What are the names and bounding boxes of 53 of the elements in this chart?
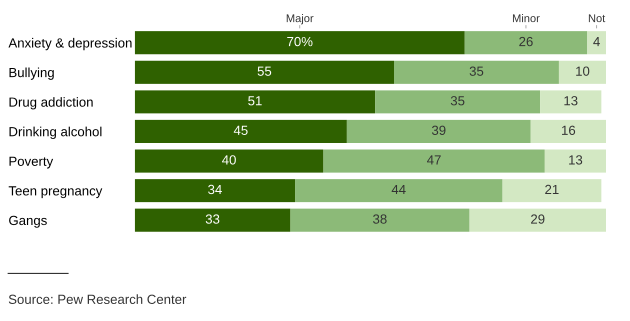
data-label: 26 (519, 36, 533, 46)
bar (469, 208, 606, 232)
bar (530, 120, 606, 143)
y-tick-label: Gangs (9, 216, 47, 228)
bar (134, 208, 290, 232)
data-label: 10 (576, 66, 590, 76)
bar (134, 90, 376, 114)
bar (295, 179, 502, 202)
bar (558, 60, 606, 84)
data-label: 21 (545, 184, 559, 194)
data-label: 51 (248, 96, 262, 106)
y-tick-label: Anxiety & depression (8, 38, 132, 50)
data-label: 13 (564, 96, 578, 106)
data-label: 29 (531, 214, 544, 224)
bar (134, 31, 465, 54)
data-label: 39 (432, 126, 446, 135)
y-tick-label: Drug addiction (10, 97, 93, 110)
y-tick-label: Poverty (10, 156, 54, 169)
data-label: 34 (208, 184, 222, 194)
data-label: 47 (427, 155, 441, 164)
data-label: 70% (287, 36, 312, 46)
bar (464, 31, 588, 54)
bar (375, 90, 540, 114)
data-label: 35 (450, 96, 464, 106)
bar (134, 120, 347, 143)
bar (346, 120, 531, 143)
data-label: 16 (562, 126, 576, 135)
data-label: 38 (373, 214, 387, 224)
series-label: Not (588, 14, 606, 22)
data-label: 33 (206, 214, 220, 224)
data-label: 45 (234, 126, 248, 135)
bar (394, 60, 559, 84)
data-label: 4 (593, 37, 600, 46)
bar (587, 31, 606, 54)
bar (544, 149, 606, 173)
source-note: Source: Pew Research Center (8, 294, 186, 304)
bar (323, 149, 545, 173)
data-label: 55 (258, 66, 272, 76)
bar (290, 208, 470, 232)
y-tick-label: Bullying (10, 68, 54, 80)
bar (134, 149, 324, 173)
data-label: 35 (470, 66, 484, 76)
data-label: 13 (569, 155, 582, 165)
bar (540, 90, 602, 114)
series-label: Minor (512, 14, 540, 22)
y-tick-label: Drinking alcohol (10, 126, 102, 139)
series-label: Major (286, 14, 314, 24)
bar (134, 179, 296, 202)
data-label: 40 (222, 155, 236, 165)
bar (502, 179, 602, 202)
y-tick-label: Teen pregnancy (8, 186, 102, 198)
data-label: 44 (392, 184, 406, 194)
bar (134, 60, 394, 84)
